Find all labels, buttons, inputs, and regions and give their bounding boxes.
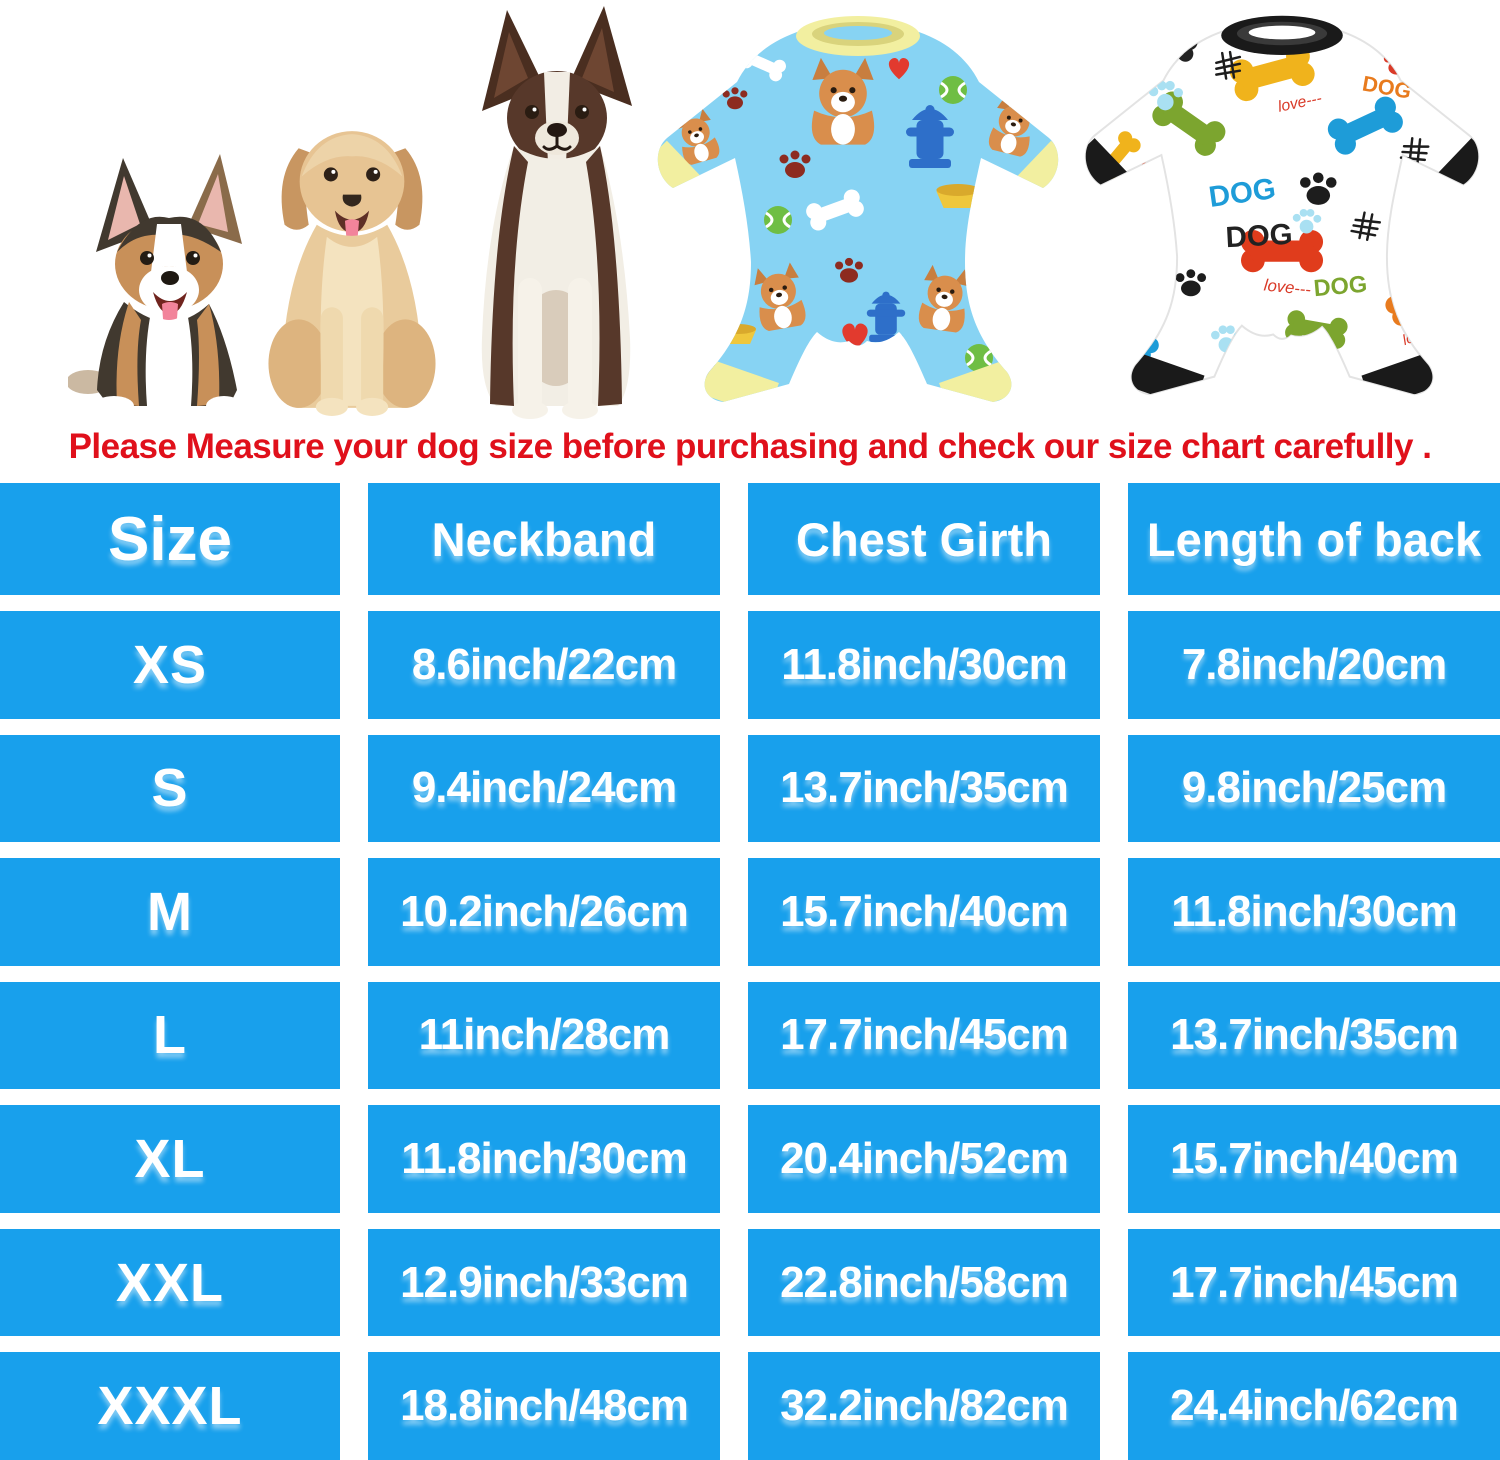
row-xs-chest: 11.8inch/30cm bbox=[748, 611, 1100, 719]
hero-images: WOOF -WOO bbox=[0, 0, 1500, 422]
row-xxxl-neckband: 18.8inch/48cm bbox=[368, 1352, 720, 1460]
woof-print-text: WOOF bbox=[979, 202, 1049, 233]
dog-print-text: DOG bbox=[1225, 218, 1294, 254]
row-xxl-chest: 22.8inch/58cm bbox=[748, 1228, 1100, 1337]
row-m-neckband: 10.2inch/26cm bbox=[368, 858, 720, 966]
row-xxl-size: XXL bbox=[0, 1228, 340, 1337]
love-print-text: love--- bbox=[1400, 320, 1445, 349]
size-chart-table: Size Neckband Chest Girth Length of back… bbox=[0, 483, 1500, 1460]
row-s-chest: 13.7inch/35cm bbox=[748, 734, 1100, 843]
row-m-size: M bbox=[0, 858, 340, 966]
row-xxxl-size: XXXL bbox=[0, 1352, 340, 1460]
measure-notice-text: Please Measure your dog size before purc… bbox=[68, 427, 1432, 466]
woof-print-text-2: -WOO bbox=[994, 232, 1047, 256]
row-xl-size: XL bbox=[0, 1105, 340, 1213]
header-length-of-back: Length of back bbox=[1128, 483, 1500, 595]
header-chest-girth: Chest Girth bbox=[748, 483, 1100, 595]
row-xl-back: 15.7inch/40cm bbox=[1128, 1105, 1500, 1213]
header-size: Size bbox=[0, 483, 340, 595]
row-s-neckband: 9.4inch/24cm bbox=[368, 734, 720, 843]
row-xl-chest: 20.4inch/52cm bbox=[748, 1105, 1100, 1213]
blue-pajama-collar bbox=[796, 16, 920, 56]
row-xs-size: XS bbox=[0, 611, 340, 719]
corgi-puppy-photo bbox=[68, 154, 242, 416]
row-m-chest: 15.7inch/40cm bbox=[748, 858, 1100, 966]
row-xxxl-chest: 32.2inch/82cm bbox=[748, 1352, 1100, 1460]
row-m-back: 11.8inch/30cm bbox=[1128, 858, 1500, 966]
row-xs-neckband: 8.6inch/22cm bbox=[368, 611, 720, 719]
row-l-chest: 17.7inch/45cm bbox=[748, 981, 1100, 1090]
row-l-size: L bbox=[0, 981, 340, 1090]
row-s-size: S bbox=[0, 734, 340, 843]
row-xs-back: 7.8inch/20cm bbox=[1128, 611, 1500, 719]
border-collie-puppy-photo bbox=[481, 6, 632, 419]
dog-print-text: DOG bbox=[1313, 271, 1369, 302]
row-xxxl-back: 24.4inch/62cm bbox=[1128, 1352, 1500, 1460]
row-xxl-neckband: 12.9inch/33cm bbox=[368, 1228, 720, 1337]
row-s-back: 9.8inch/25cm bbox=[1128, 734, 1500, 843]
header-neckband: Neckband bbox=[368, 483, 720, 595]
golden-retriever-puppy-photo bbox=[268, 131, 436, 416]
row-xl-neckband: 11.8inch/30cm bbox=[368, 1105, 720, 1213]
row-xxl-back: 17.7inch/45cm bbox=[1128, 1228, 1500, 1337]
blue-corgi-print-pajama-photo: WOOF -WOO bbox=[657, 16, 1059, 402]
row-l-neckband: 11inch/28cm bbox=[368, 981, 720, 1090]
white-pajama-collar bbox=[1221, 15, 1343, 56]
white-bone-print-pajama-photo: DOG DOG DOG DOG DOG love--- love--- love… bbox=[1084, 15, 1480, 396]
row-l-back: 13.7inch/35cm bbox=[1128, 981, 1500, 1090]
love-print-text: love--- bbox=[1263, 275, 1312, 299]
